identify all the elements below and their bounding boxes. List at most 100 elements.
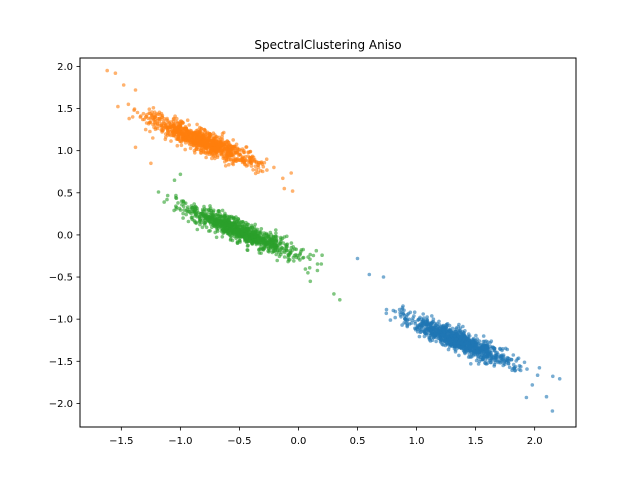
data-point xyxy=(424,331,429,335)
data-point xyxy=(289,241,294,245)
data-point xyxy=(231,138,235,142)
data-point xyxy=(463,329,467,333)
data-point xyxy=(130,115,135,119)
data-point xyxy=(422,334,427,339)
data-point xyxy=(434,339,438,344)
data-point xyxy=(481,334,486,338)
data-point xyxy=(436,336,441,341)
data-point xyxy=(214,235,219,240)
data-point xyxy=(472,349,476,354)
data-point xyxy=(500,353,504,358)
data-point xyxy=(404,315,409,319)
data-point xyxy=(237,219,242,223)
data-point xyxy=(148,120,153,124)
data-point xyxy=(195,122,199,127)
data-point xyxy=(511,353,516,357)
data-point xyxy=(105,68,109,73)
data-point xyxy=(234,142,239,147)
data-point xyxy=(213,230,217,235)
data-point xyxy=(211,214,216,218)
data-point xyxy=(198,218,202,222)
data-point xyxy=(457,353,461,358)
series-0 xyxy=(355,256,562,413)
data-point xyxy=(447,344,452,349)
data-point xyxy=(175,143,180,148)
data-point xyxy=(282,255,287,259)
data-point xyxy=(157,116,162,121)
data-point xyxy=(384,311,389,316)
data-point xyxy=(253,222,257,227)
data-point xyxy=(127,116,131,121)
data-point xyxy=(425,326,430,330)
data-point xyxy=(236,158,241,162)
data-point xyxy=(257,241,262,245)
data-point xyxy=(174,119,178,124)
data-point xyxy=(493,360,498,365)
data-point xyxy=(196,142,200,146)
data-point xyxy=(474,333,478,338)
chart-title: SpectralClustering Aniso xyxy=(254,38,401,52)
data-point xyxy=(176,137,181,141)
data-point xyxy=(247,150,251,154)
data-point xyxy=(153,127,158,132)
data-point xyxy=(410,318,415,323)
data-point xyxy=(291,245,296,249)
data-point xyxy=(220,131,225,136)
data-point xyxy=(289,171,294,175)
data-point xyxy=(535,373,540,378)
data-point xyxy=(308,257,312,262)
data-point xyxy=(409,321,414,325)
data-point xyxy=(454,337,459,341)
data-point xyxy=(448,328,452,333)
data-point xyxy=(185,118,190,122)
data-point xyxy=(393,315,398,320)
data-point xyxy=(496,355,501,360)
data-point xyxy=(284,243,289,247)
data-point xyxy=(203,130,207,135)
data-point xyxy=(231,152,236,156)
data-point xyxy=(202,128,206,132)
data-point xyxy=(468,346,472,351)
data-point xyxy=(132,108,136,112)
y-tick-label: 2.0 xyxy=(57,62,73,73)
data-point xyxy=(190,215,194,220)
data-point xyxy=(210,153,214,157)
data-point xyxy=(151,122,155,127)
data-point xyxy=(208,143,213,147)
data-point xyxy=(256,237,261,241)
data-point xyxy=(466,355,471,359)
data-point xyxy=(274,228,278,232)
data-point xyxy=(448,337,452,342)
data-point xyxy=(187,123,191,127)
data-point xyxy=(268,230,273,235)
data-point xyxy=(227,162,231,167)
data-point xyxy=(507,365,512,370)
x-tick-label: 0.5 xyxy=(350,436,366,447)
data-point xyxy=(208,219,212,224)
data-point xyxy=(178,120,182,124)
data-point xyxy=(222,154,227,158)
data-point xyxy=(173,131,178,135)
data-point xyxy=(204,225,209,230)
x-tick-label: −0.5 xyxy=(227,436,251,447)
data-point xyxy=(165,193,170,198)
data-point xyxy=(242,236,247,241)
data-point xyxy=(292,259,296,263)
data-point xyxy=(147,107,152,111)
data-point xyxy=(179,199,184,203)
data-point xyxy=(126,102,131,107)
data-point xyxy=(180,133,185,138)
data-point xyxy=(278,241,283,245)
data-point xyxy=(140,117,145,122)
data-point xyxy=(257,251,262,255)
data-point xyxy=(464,346,469,351)
data-point xyxy=(489,346,494,351)
data-point xyxy=(291,255,296,260)
data-point xyxy=(294,247,299,252)
data-point xyxy=(274,252,279,257)
data-point xyxy=(192,134,196,139)
data-point xyxy=(454,348,458,352)
data-point xyxy=(224,146,229,151)
data-point xyxy=(160,129,165,133)
data-point xyxy=(178,172,183,177)
